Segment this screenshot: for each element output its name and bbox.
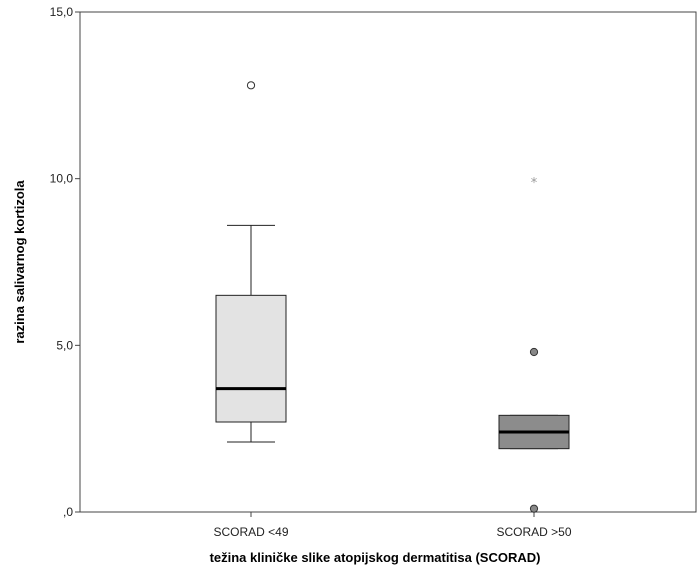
y-tick-label: ,0: [63, 505, 73, 519]
outlier-point: [246, 81, 256, 90]
x-axis-title: težina kliničke slike atopijskog dermati…: [210, 550, 541, 565]
box-series: *: [215, 81, 570, 513]
outlier-point: [529, 347, 539, 357]
y-tick-label: 5,0: [56, 338, 73, 352]
outlier-point: [529, 504, 539, 513]
x-axis: SCORAD <49 SCORAD >50: [213, 512, 572, 539]
box: [215, 294, 287, 423]
plot-border: [79, 11, 697, 513]
extreme-outlier-star: *: [531, 176, 538, 191]
x-tick-label: SCORAD >50: [496, 525, 571, 539]
y-tick-label: 10,0: [50, 172, 74, 186]
box-group: *: [498, 176, 570, 513]
plot-area: [79, 11, 697, 513]
box-group: [215, 81, 287, 443]
y-tick-label: 15,0: [50, 5, 74, 19]
x-tick-label: SCORAD <49: [213, 525, 288, 539]
y-axis: ,0 5,0 10,0 15,0: [50, 5, 80, 519]
y-axis-title: razina salivarnog kortizola: [12, 180, 27, 344]
